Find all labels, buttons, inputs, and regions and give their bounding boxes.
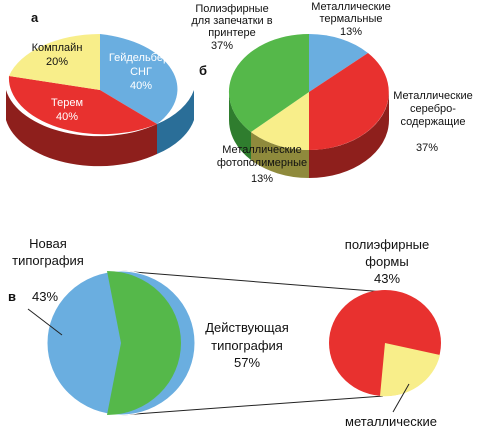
pie-c-breakdown-label-polyester-1: полиэфирные [345, 237, 429, 252]
panel-label-b: б [199, 63, 207, 78]
pie-a-side-blue [157, 90, 194, 154]
pie-a-label-heidelberg-2: СНГ [130, 66, 152, 78]
pie-b-slice-yellow [251, 92, 309, 151]
pie-c-slice-green [107, 271, 181, 415]
pie-c-connector-bottom [120, 395, 384, 416]
pie-c-label-new-2: типография [12, 253, 84, 268]
pie-c-label-new-1: Новая [29, 236, 67, 251]
pie-a-value-terem: 40% [56, 111, 78, 123]
pie-b-value-silver: 37% [416, 142, 438, 154]
pie-a-label-complain: Комплайн [32, 42, 83, 54]
pie-c-new-leader-line [27, 308, 63, 336]
panel-label-a: а [31, 10, 39, 25]
pie-b-value-photopolymer: 13% [251, 173, 273, 185]
pie-b-label-polyester-2: для запечатки в [191, 15, 272, 27]
pie-b-label-photopolymer-2: фотополимерные [217, 157, 307, 169]
pie-b-label-silver-2: серебро- [410, 103, 456, 115]
pie-a-label-terem: Терем [51, 97, 83, 109]
pie-a: Комплайн 20% Гейдельберг СНГ 40% Терем 4… [6, 34, 194, 167]
pie-c-breakdown-slice-yellow [380, 343, 440, 397]
pie-b-label-thermal-1: Металлические [311, 1, 390, 13]
pie-b-label-thermal-2: термальные [319, 13, 382, 25]
pie-c-breakdown-label-polyester-2: формы [365, 254, 408, 269]
pie-a-slice-yellow [9, 34, 100, 90]
pie-a-label-heidelberg-1: Гейдельберг [109, 52, 173, 64]
pie-a-value-heidelberg: 40% [130, 80, 152, 92]
pie-b-side-red [309, 92, 389, 178]
pie-c-breakdown [329, 290, 441, 397]
pie-b-slice-green [228, 33, 309, 132]
pie-b-value-thermal: 13% [340, 26, 362, 38]
pie-a-slice-blue [100, 34, 178, 124]
pie-c-metal-leader-line [392, 383, 410, 413]
pie-b-side-yellow [251, 132, 309, 179]
pie-b-label-silver-1: Металлические [393, 90, 472, 102]
pie-b-label-polyester-1: Полиэфирные [195, 3, 268, 15]
pie-b-value-polyester: 37% [211, 40, 233, 52]
pie-b-slice-red [309, 53, 389, 150]
pie-a-slice-red [8, 76, 157, 135]
pie-a-side-red [6, 90, 157, 167]
pie-c-breakdown-value-polyester: 43% [374, 271, 400, 286]
pie-c-connector-top [120, 270, 386, 293]
pie-c-label-existing-1: Действующая [205, 320, 289, 335]
pie-b-label-polyester-3: принтере [208, 27, 256, 39]
pie-c-breakdown-label-metal: металлические [345, 414, 437, 429]
pie-a-value-complain: 20% [46, 56, 68, 68]
pie-c-value-existing: 57% [234, 355, 260, 370]
pie-c-value-new: 43% [32, 289, 58, 304]
pie-b-label-photopolymer-1: Металлические [222, 144, 301, 156]
pie-b [228, 33, 389, 179]
pie-b-label-silver-3: содержащие [401, 116, 466, 128]
panel-label-c: в [8, 289, 16, 304]
pie-c-main [46, 270, 196, 416]
pie-b-side-green [228, 92, 251, 160]
pie-c-label-existing-2: типография [211, 338, 283, 353]
pie-b-slice-blue [309, 34, 368, 92]
